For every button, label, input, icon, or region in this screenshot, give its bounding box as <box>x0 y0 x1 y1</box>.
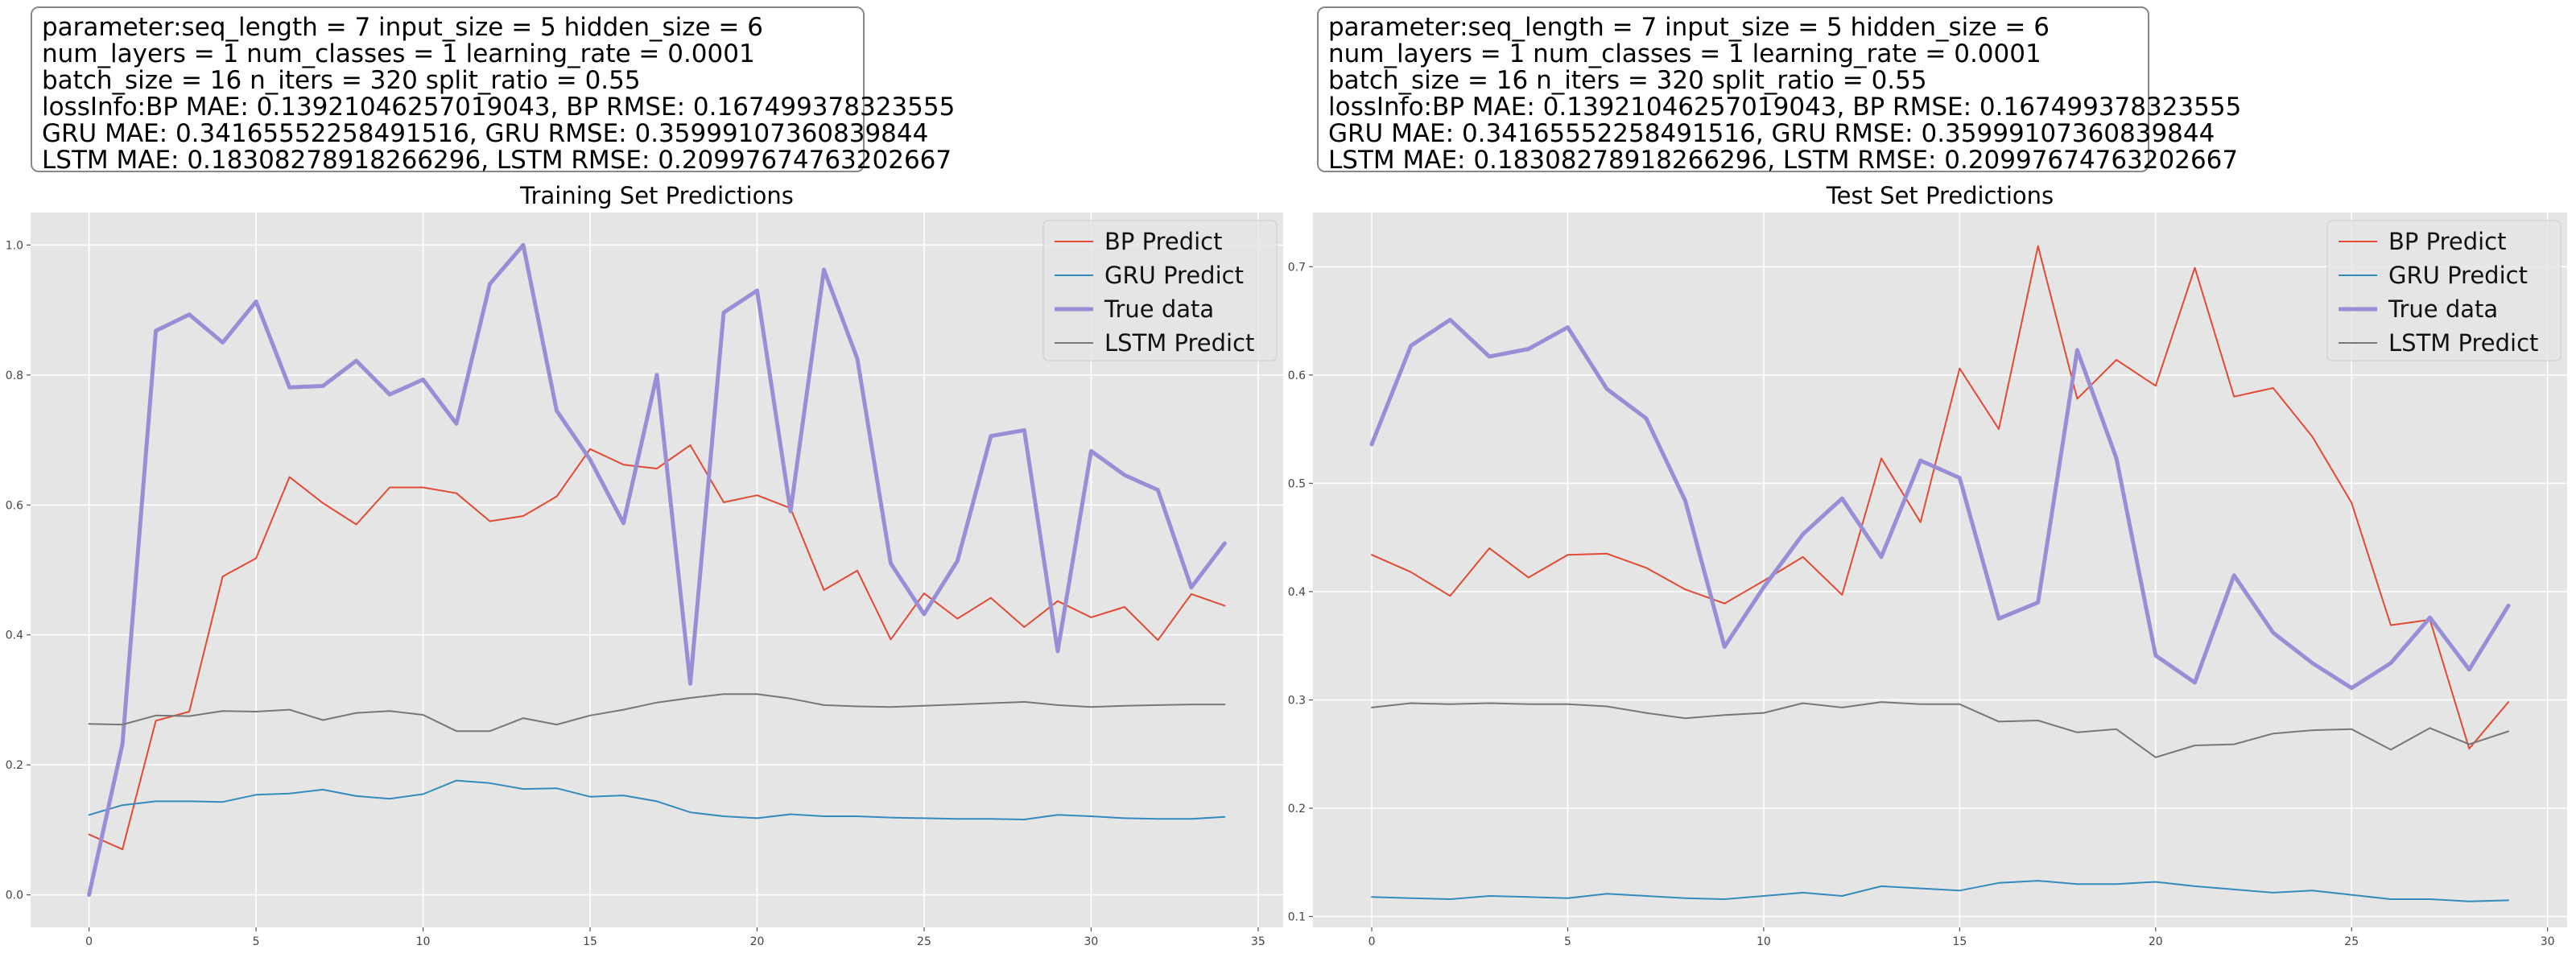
series-line-true-data <box>87 242 1227 898</box>
x-tick-label: 30 <box>1084 935 1098 948</box>
x-tick-label: 5 <box>1564 935 1571 948</box>
info-line: GRU MAE: 0.34165552258491516, GRU RMSE: … <box>42 119 929 148</box>
chart-panel-2: 0 5 10 15 20 25 30 0.1 0.2 0.3 0.4 0.5 0.6 0.7 Test Se… <box>1288 182 2567 948</box>
x-tick-label: 10 <box>416 935 431 948</box>
y-tick-label: 0.2 <box>1288 803 1306 815</box>
series-line-lstm-predict <box>88 693 1226 733</box>
x-tick-label: 5 <box>253 935 260 948</box>
y-tick-label: 0.1 <box>1288 911 1306 924</box>
x-tick-label: 0 <box>1368 935 1376 948</box>
chart-title: Test Set Predictions <box>1826 182 2054 209</box>
legend-label: BP Predict <box>2388 228 2507 255</box>
y-tick-label: 0.6 <box>6 499 23 512</box>
y-tick-label: 0.0 <box>6 890 23 902</box>
series-line-gru-predict <box>1371 880 2509 902</box>
legend-frame <box>2326 220 2562 361</box>
x-tick-label: 20 <box>2149 935 2163 948</box>
legend-label: True data <box>2388 295 2498 323</box>
x-tick-label: 30 <box>2541 935 2555 948</box>
chart-title: Training Set Predictions <box>519 182 794 209</box>
legend-label: True data <box>1104 295 1214 323</box>
info-box-right: parameter:seq_length = 7 input_size = 5 … <box>1317 6 2241 174</box>
series-line-gru-predict <box>88 779 1226 820</box>
y-tick-label: 0.5 <box>1288 477 1306 490</box>
y-tick-label: 0.8 <box>6 369 23 382</box>
x-tick-label: 15 <box>583 935 597 948</box>
y-tick-label: 1.0 <box>6 239 23 252</box>
series-line-true-data <box>1369 317 2511 691</box>
info-line: num_layers = 1 num_classes = 1 learning_… <box>1328 39 2041 68</box>
legend-label: LSTM Predict <box>1104 329 1254 357</box>
legend-label: GRU Predict <box>1104 262 1244 289</box>
x-tick-label: 10 <box>1757 935 1771 948</box>
info-line: parameter:seq_length = 7 input_size = 5 … <box>42 13 763 42</box>
legend-label: LSTM Predict <box>2388 329 2538 357</box>
y-tick-label: 0.6 <box>1288 369 1306 382</box>
series-line-bp-predict <box>1371 245 2509 749</box>
x-tick-label: 15 <box>1952 935 1967 948</box>
info-line: num_layers = 1 num_classes = 1 learning_… <box>42 39 755 68</box>
legend-label: GRU Predict <box>2388 262 2528 289</box>
y-tick-label: 0.2 <box>6 759 23 772</box>
series-line-lstm-predict <box>1371 701 2509 758</box>
y-tick-label: 0.4 <box>1288 586 1306 599</box>
x-tick-label: 0 <box>85 935 93 948</box>
x-tick-label: 25 <box>917 935 931 948</box>
series-line-bp-predict <box>88 444 1226 851</box>
x-tick-label: 20 <box>750 935 765 948</box>
chart-legend: BP Predict GRU Predict True data LSTM Predi… <box>2326 220 2562 361</box>
y-tick-label: 0.3 <box>1288 694 1306 707</box>
info-line: parameter:seq_length = 7 input_size = 5 … <box>1328 13 2050 42</box>
y-tick-label: 0.7 <box>1288 261 1306 274</box>
x-tick-label: 25 <box>2344 935 2359 948</box>
chart-legend: BP Predict GRU Predict True data LSTM Predi… <box>1042 220 1278 361</box>
chart-panel-1: 0 5 10 15 20 25 30 35 0.0 0.2 0.4 0.6 0.8 1.0 Training… <box>6 182 1283 948</box>
y-tick-label: 0.4 <box>6 630 23 642</box>
info-line: batch_size = 16 n_iters = 320 split_rati… <box>42 66 641 95</box>
info-line: batch_size = 16 n_iters = 320 split_rati… <box>1328 66 1927 95</box>
x-tick-label: 35 <box>1251 935 1265 948</box>
legend-label: BP Predict <box>1104 228 1223 255</box>
legend-frame <box>1042 220 1278 361</box>
